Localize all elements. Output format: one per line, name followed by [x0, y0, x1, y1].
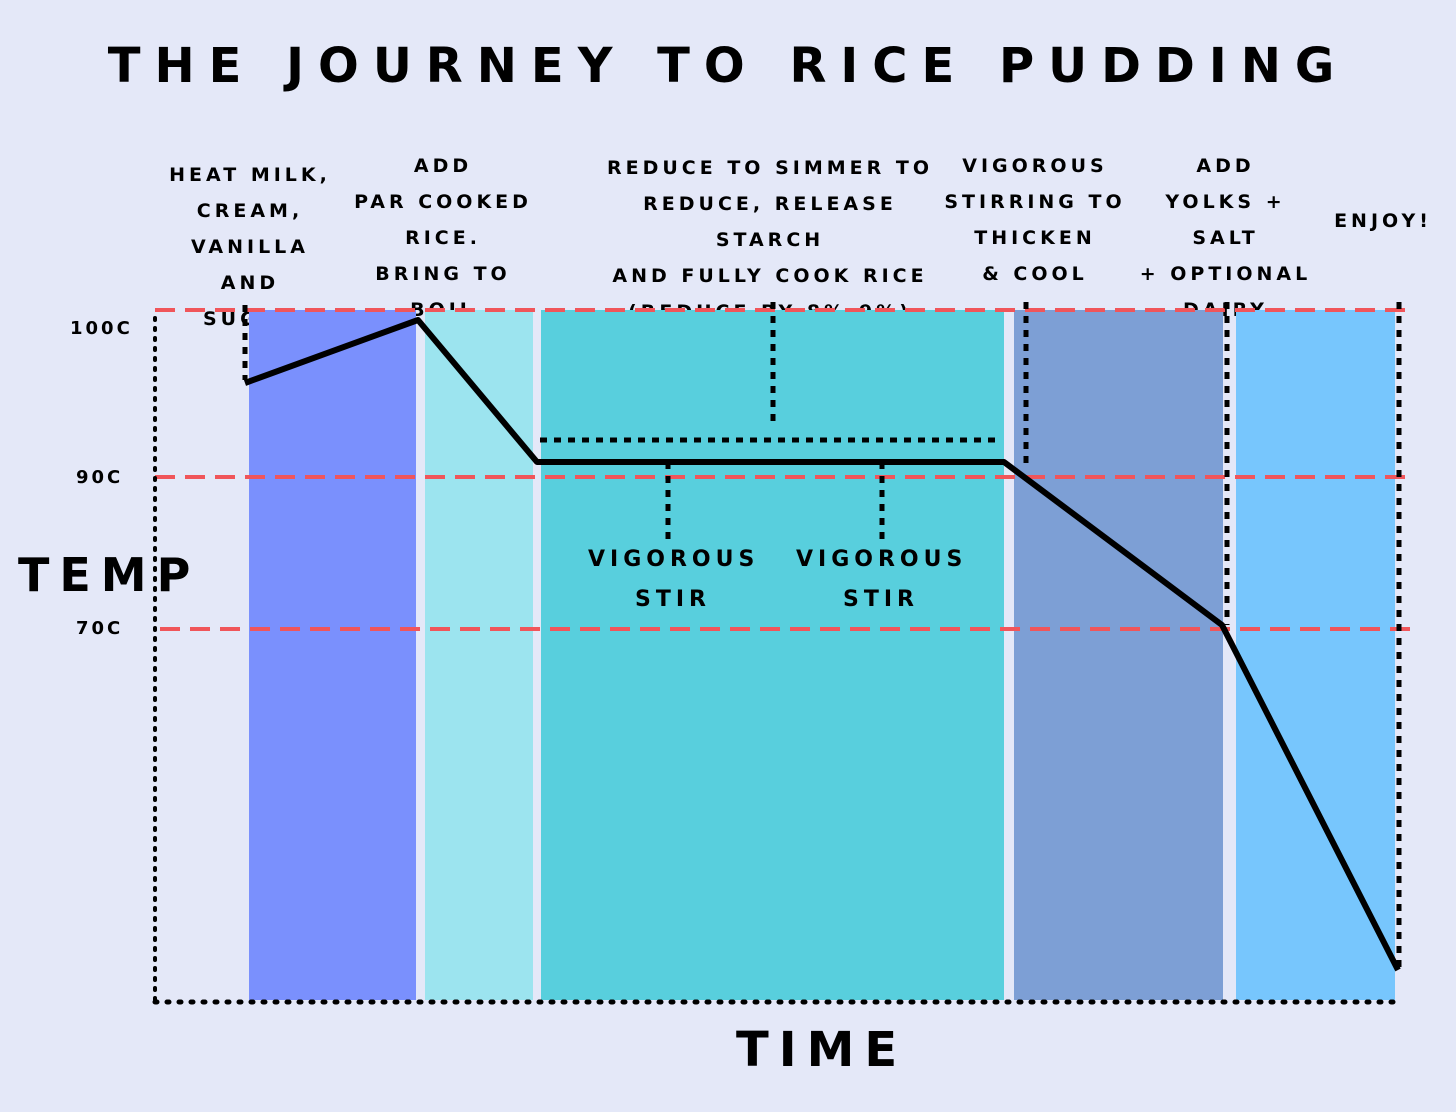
temperature-curve [243, 317, 1401, 972]
page-title: THE JOURNEY TO RICE PUDDING [107, 38, 1349, 94]
band-heat [249, 310, 416, 1000]
y-tick-90c: 90C [76, 467, 124, 488]
y-tick-100c: 100C [70, 318, 133, 339]
stage-label-stir-cool: VIGOROUS STIRRING TO THICKEN & COOL [944, 155, 1126, 285]
note-vigorous-stir-2: VIGOROUS STIR [796, 547, 968, 612]
band-stir-cool [1014, 310, 1223, 1000]
stage-label-enjoy: ENJOY! [1334, 210, 1432, 232]
band-add-rice [425, 310, 533, 1000]
y-axis-title: TEMP [18, 548, 201, 602]
band-simmer [541, 310, 1004, 1000]
note-vigorous-stir-1: VIGOROUS STIR [588, 547, 760, 612]
y-tick-70c: 70C [76, 618, 124, 639]
band-add-yolks [1236, 310, 1395, 1000]
x-axis-title: TIME [736, 1022, 908, 1078]
